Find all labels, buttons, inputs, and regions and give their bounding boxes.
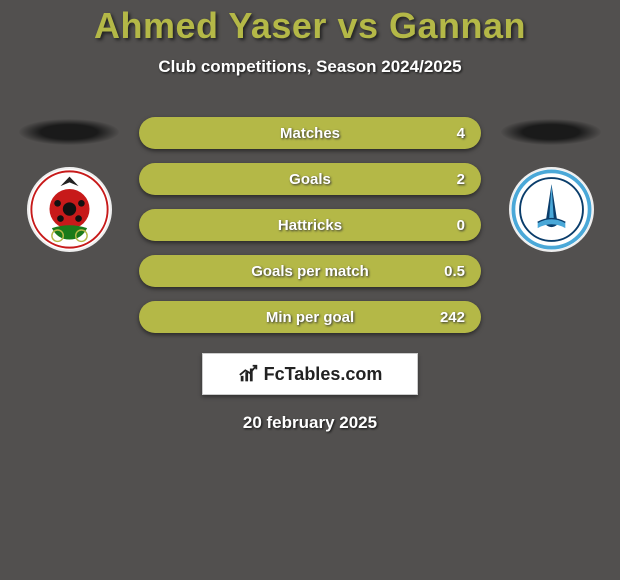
stat-right-value: 242	[405, 309, 465, 326]
stat-row-goals: Goals 2	[139, 163, 481, 195]
player-left-column	[19, 117, 119, 252]
brand-box[interactable]: FcTables.com	[202, 353, 418, 395]
stat-rows: Matches 4 Goals 2 Hattricks 0 Goals per …	[139, 117, 481, 333]
stat-row-hattricks: Hattricks 0	[139, 209, 481, 241]
club-badge-right	[509, 167, 594, 252]
chart-icon	[238, 363, 260, 385]
club-badge-right-icon	[511, 167, 592, 252]
stat-label: Hattricks	[215, 217, 405, 234]
stat-right-value: 0	[405, 217, 465, 234]
club-badge-left-icon	[29, 167, 110, 252]
date-line: 20 february 2025	[0, 413, 620, 433]
infographic-container: Ahmed Yaser vs Gannan Club competitions,…	[0, 0, 620, 433]
subtitle: Club competitions, Season 2024/2025	[0, 57, 620, 77]
player-left-shadow	[19, 119, 119, 145]
stat-label: Matches	[215, 125, 405, 142]
stat-right-value: 0.5	[405, 263, 465, 280]
stat-label: Goals per match	[215, 263, 405, 280]
stat-row-goals-per-match: Goals per match 0.5	[139, 255, 481, 287]
club-badge-left	[27, 167, 112, 252]
stat-label: Goals	[215, 171, 405, 188]
stat-row-min-per-goal: Min per goal 242	[139, 301, 481, 333]
page-title: Ahmed Yaser vs Gannan	[0, 5, 620, 47]
stat-right-value: 4	[405, 125, 465, 142]
stat-right-value: 2	[405, 171, 465, 188]
stat-label: Min per goal	[215, 309, 405, 326]
stat-row-matches: Matches 4	[139, 117, 481, 149]
brand-text: FcTables.com	[264, 364, 383, 385]
player-right-column	[501, 117, 601, 252]
player-right-shadow	[501, 119, 601, 145]
stats-area: Matches 4 Goals 2 Hattricks 0 Goals per …	[0, 117, 620, 333]
